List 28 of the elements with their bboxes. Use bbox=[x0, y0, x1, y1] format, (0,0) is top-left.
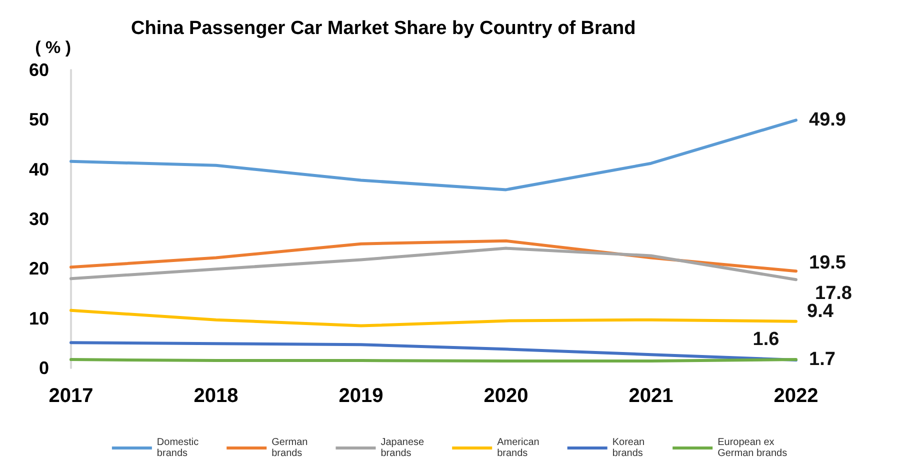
legend-label: American brands bbox=[497, 437, 540, 459]
x-tick-label: 2019 bbox=[338, 385, 384, 407]
y-tick-label: 20 bbox=[28, 258, 49, 279]
y-tick-label: 60 bbox=[28, 60, 49, 80]
line-series bbox=[70, 308, 798, 328]
legend-label: Domestic brands bbox=[156, 437, 199, 459]
x-tick-label: 2022 bbox=[774, 385, 818, 407]
data-label: 19.5 bbox=[809, 252, 846, 274]
line-series bbox=[70, 118, 798, 192]
legend-label: European ex German brands bbox=[718, 437, 788, 459]
y-tick-label: 30 bbox=[28, 209, 49, 229]
legend-label: Korean brands bbox=[612, 437, 645, 459]
y-axis-title: ( % ) bbox=[35, 38, 71, 57]
chart-title: China Passenger Car Market Share by Country of Brand bbox=[131, 18, 636, 39]
line-series bbox=[70, 246, 798, 282]
legend-label: German brands bbox=[272, 437, 308, 459]
x-tick-label: 2017 bbox=[48, 385, 94, 407]
y-tick-label: 10 bbox=[28, 308, 49, 328]
y-tick-label: 40 bbox=[28, 159, 49, 180]
data-label: 1.6 bbox=[752, 329, 780, 350]
y-tick-label: 50 bbox=[28, 110, 49, 130]
data-label: 49.9 bbox=[809, 110, 846, 131]
data-label: 1.7 bbox=[809, 349, 836, 370]
y-tick-label: 0 bbox=[38, 358, 49, 378]
x-tick-label: 2021 bbox=[628, 385, 674, 407]
x-tick-label: 2020 bbox=[484, 385, 528, 407]
legend-label: Japanese brands bbox=[380, 437, 425, 459]
x-tick-label: 2018 bbox=[194, 385, 238, 407]
